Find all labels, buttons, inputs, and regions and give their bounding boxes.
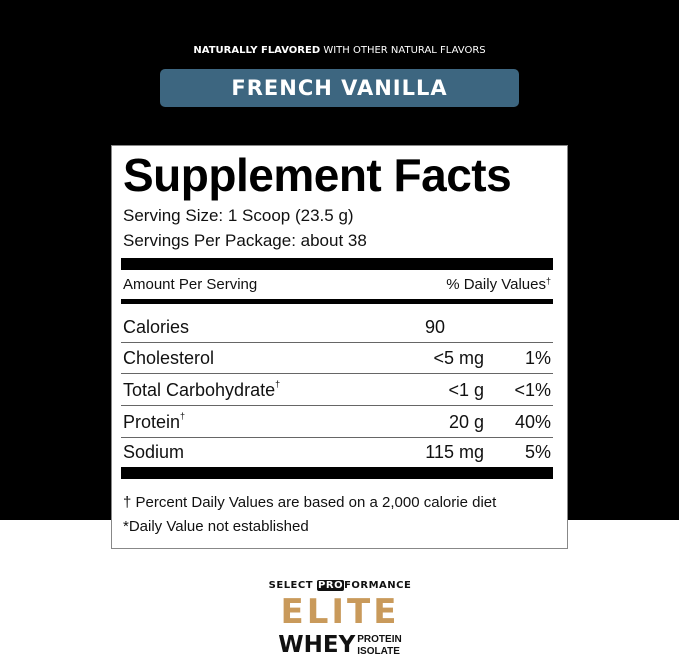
logo-whey-line: WHEY PROTEIN ISOLATE bbox=[262, 632, 418, 659]
tagline-bold: NATURALLY FLAVORED bbox=[193, 45, 321, 56]
nutrient-name: Calories bbox=[123, 317, 190, 337]
nutrient-amount: 115 mg bbox=[425, 442, 484, 462]
nutrient-amount: 90 bbox=[425, 317, 446, 337]
nutrient-dv: <1% bbox=[514, 380, 551, 400]
dv-header-text: % Daily Values bbox=[446, 276, 546, 293]
footnote-daily-values: † Percent Daily Values are based on a 2,… bbox=[123, 494, 497, 511]
supplement-facts-panel: Supplement Facts Serving Size: 1 Scoop (… bbox=[111, 145, 568, 549]
logo-brand-line: SELECT PROFORMANCE bbox=[262, 580, 418, 592]
tagline-rest: WITH OTHER NATURAL FLAVORS bbox=[320, 45, 486, 56]
nutrient-row: Calories 90 bbox=[123, 316, 551, 338]
nutrient-row: Sodium 115 mg 5% bbox=[123, 441, 551, 463]
amount-per-serving-label: Amount Per Serving bbox=[123, 276, 258, 293]
logo-isolate: ISOLATE bbox=[357, 645, 400, 657]
nutrient-row: Protein† 20 g 40% bbox=[123, 411, 551, 433]
divider-thick bbox=[121, 467, 553, 479]
serving-size: Serving Size: 1 Scoop (23.5 g) bbox=[123, 206, 354, 225]
nutrient-dv: 5% bbox=[524, 442, 551, 462]
dv-mark: † bbox=[545, 276, 551, 286]
flavor-tagline: NATURALLY FLAVORED WITH OTHER NATURAL FL… bbox=[0, 44, 679, 57]
logo-formance: FORMANCE bbox=[344, 580, 412, 591]
logo-pro: PRO bbox=[317, 580, 345, 591]
logo-whey: WHEY bbox=[278, 632, 356, 658]
nutrient-dv: 40% bbox=[514, 412, 551, 432]
panel-title: Supplement Facts bbox=[123, 149, 512, 201]
nutrient-name: Sodium bbox=[123, 442, 185, 462]
nutrient-amount: <1 g bbox=[448, 380, 484, 400]
nutrient-mark: † bbox=[275, 379, 281, 389]
divider-thin bbox=[121, 373, 553, 374]
servings-per-package: Servings Per Package: about 38 bbox=[123, 231, 367, 250]
flavor-banner: FRENCH VANILLA bbox=[160, 69, 519, 107]
logo-protein: PROTEIN bbox=[357, 633, 402, 645]
divider-thin bbox=[121, 437, 553, 438]
nutrient-amount: <5 mg bbox=[433, 348, 484, 368]
nutrient-name: Total Carbohydrate bbox=[123, 380, 276, 400]
nutrient-row: Total Carbohydrate† <1 g <1% bbox=[123, 379, 551, 401]
divider-medium bbox=[121, 299, 553, 304]
nutrient-name: Cholesterol bbox=[123, 348, 215, 368]
footnote-not-established: *Daily Value not established bbox=[123, 518, 309, 535]
divider-thick bbox=[121, 258, 553, 270]
nutrient-mark: † bbox=[180, 411, 186, 421]
logo-select: SELECT bbox=[268, 580, 318, 591]
nutrient-row: Cholesterol <5 mg 1% bbox=[123, 347, 551, 369]
daily-values-label: % Daily Values† bbox=[446, 276, 551, 294]
nutrient-name: Protein bbox=[123, 412, 181, 432]
elite-whey-logo: SELECT PROFORMANCE ELITE WHEY PROTEIN ISOL… bbox=[262, 580, 418, 659]
logo-elite: ELITE bbox=[280, 592, 400, 632]
divider-thin bbox=[121, 342, 553, 343]
divider-thin bbox=[121, 405, 553, 406]
nutrient-dv: 1% bbox=[524, 348, 551, 368]
nutrient-amount: 20 g bbox=[448, 412, 484, 432]
